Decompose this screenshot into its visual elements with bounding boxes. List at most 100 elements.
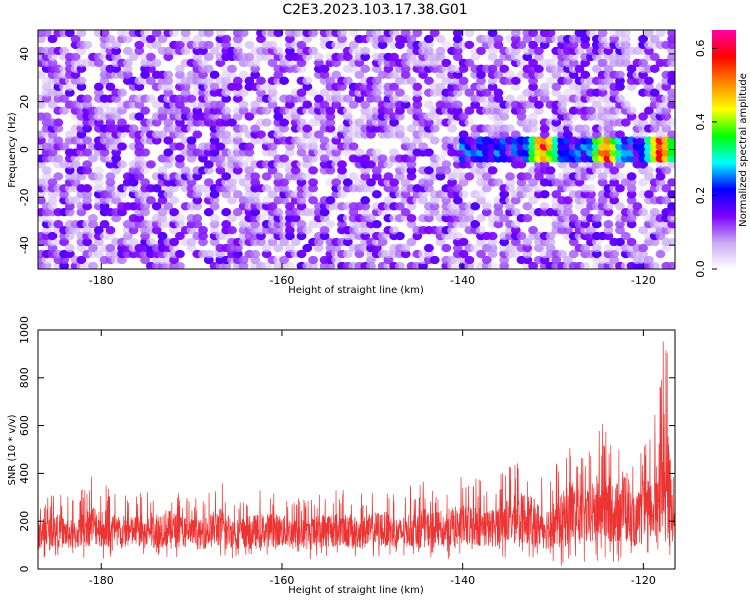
- spectrogram-cell: [626, 237, 637, 247]
- spectrogram-cell: [562, 184, 573, 193]
- spectrogram-cell: [232, 82, 243, 91]
- spectrogram-cell: [580, 40, 591, 50]
- spectrogram-cell: [41, 112, 52, 121]
- spectrogram-cell: [186, 237, 197, 247]
- spectrogram-cell: [64, 231, 75, 241]
- spectrogram-cell: [221, 34, 232, 44]
- spectrogram-cell: [192, 172, 203, 181]
- spectrogram-cell: [342, 249, 353, 259]
- spectrogram-cell: [493, 70, 504, 79]
- spectrogram-cell: [655, 160, 666, 169]
- spectrogram-cell: [82, 226, 93, 235]
- spectrogram-cell: [539, 160, 550, 169]
- spectrogram-cell: [649, 34, 660, 44]
- spectrogram-cell: [533, 70, 544, 79]
- spectrogram-cell: [169, 255, 180, 265]
- spectrogram-cell: [643, 190, 654, 199]
- spectrogram-cell: [244, 142, 255, 151]
- spectrogram-cell: [539, 94, 550, 103]
- spectrogram-cell: [302, 52, 313, 62]
- spectrogram-cell: [215, 30, 226, 38]
- spectrogram-cell: [140, 190, 151, 199]
- spectrogram-cell: [499, 130, 510, 139]
- spectrogram-cell: [360, 52, 371, 62]
- spectrogram-cell: [209, 202, 220, 211]
- spectrogram-cell: [568, 40, 579, 50]
- spectrogram-cell: [140, 178, 151, 187]
- snr-xtick-label: -120: [631, 574, 656, 587]
- spectrogram-cell: [59, 255, 70, 265]
- spectrogram-cell: [609, 178, 620, 187]
- spectrogram-cell: [423, 214, 434, 223]
- spectrogram-cell: [487, 231, 498, 241]
- spectrogram-cell: [545, 237, 556, 247]
- spectrogram-cell: [655, 249, 666, 259]
- spectrogram-cell: [180, 34, 191, 44]
- spectrogram-cell: [510, 34, 521, 44]
- spectrogram-cell: [591, 64, 602, 73]
- spectrogram-cell: [418, 196, 429, 205]
- spectrogram-cell: [117, 118, 127, 127]
- spectrogram-xlabel: Height of straight line (km): [288, 285, 424, 296]
- spectrogram-cell: [620, 52, 631, 62]
- spectrogram-cell: [626, 172, 637, 181]
- spectrogram-cells: [38, 30, 675, 269]
- spectrogram-cell: [342, 136, 353, 145]
- spectrogram-cell: [215, 100, 226, 109]
- spectrogram-cell: [400, 190, 411, 199]
- spectrogram-cell: [638, 118, 649, 127]
- spectrogram-cell: [337, 160, 347, 169]
- spectrogram-cell: [360, 208, 371, 217]
- spectrogram-cell: [609, 88, 620, 97]
- spectrogram-cell: [250, 64, 261, 73]
- spectrogram-cell: [192, 190, 203, 199]
- spectrogram-cell: [319, 100, 330, 109]
- spectrogram-cell: [574, 64, 585, 73]
- spectrogram-cell: [470, 220, 481, 229]
- spectrogram-cell: [279, 118, 290, 127]
- spectrogram-cell: [394, 202, 405, 211]
- spectrogram-cell: [232, 46, 243, 56]
- spectrogram-cell: [88, 243, 98, 253]
- spectrogram-cell: [215, 124, 226, 133]
- spectrogram-cell: [389, 184, 400, 193]
- spectrogram-cell: [64, 202, 75, 211]
- spectrogram-cell: [325, 76, 336, 85]
- spectrogram-cell: [227, 184, 237, 193]
- spectrogram-cell: [128, 237, 139, 247]
- spectrogram-cell: [273, 112, 284, 121]
- spectrogram-cell: [360, 202, 371, 211]
- colorbar-tick-label: 0.2: [694, 187, 707, 205]
- spectrogram-cell: [325, 166, 336, 175]
- spectrogram-cell: [423, 184, 434, 193]
- colorbar-ticks: 0.0 0.2 0.4 0.6: [694, 40, 717, 278]
- spectrogram-cell: [238, 100, 249, 109]
- spectrogram-cell: [337, 220, 347, 229]
- spectrogram-cell: [476, 249, 486, 259]
- spectrogram-cell: [406, 220, 417, 229]
- spectrogram-cell: [545, 243, 556, 253]
- spectrogram-cell: [516, 58, 527, 68]
- spectrogram-cell: [331, 58, 342, 68]
- spectrogram-cell: [337, 40, 347, 50]
- spectrogram-cell: [394, 88, 405, 97]
- spectrogram-cell: [186, 142, 197, 151]
- spectrogram-cell: [47, 243, 58, 253]
- spectrogram-cell: [47, 58, 58, 68]
- spectrogram-cell: [423, 166, 434, 175]
- spectrogram-cell: [157, 130, 168, 139]
- spectrogram-cell: [174, 160, 185, 169]
- spectrogram-cell: [487, 166, 498, 175]
- spectrogram-cell: [47, 196, 58, 205]
- spectrogram-cell: [545, 231, 556, 241]
- spectrogram-cell: [215, 154, 226, 163]
- spectrogram-cell: [122, 64, 133, 73]
- spectrogram-cell: [59, 94, 70, 103]
- spectrogram-cell: [354, 118, 365, 127]
- spectrogram-cell: [348, 208, 359, 217]
- spectrogram-cell: [203, 178, 214, 187]
- spectrogram-cell: [227, 64, 237, 73]
- spectrogram-cell: [638, 226, 649, 235]
- spectrogram-cell: [435, 52, 446, 62]
- spectrogram-cell: [667, 237, 675, 247]
